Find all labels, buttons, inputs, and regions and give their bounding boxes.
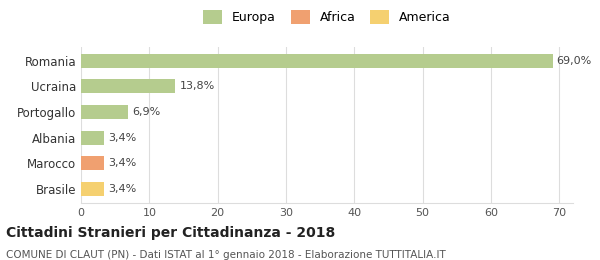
Text: Cittadini Stranieri per Cittadinanza - 2018: Cittadini Stranieri per Cittadinanza - 2… [6, 226, 335, 240]
Bar [81, 80, 175, 94]
Bar [81, 156, 104, 170]
Text: 3,4%: 3,4% [109, 133, 137, 142]
Bar [81, 131, 104, 145]
Text: COMUNE DI CLAUT (PN) - Dati ISTAT al 1° gennaio 2018 - Elaborazione TUTTITALIA.I: COMUNE DI CLAUT (PN) - Dati ISTAT al 1° … [6, 250, 446, 259]
Text: 6,9%: 6,9% [132, 107, 161, 117]
Text: 69,0%: 69,0% [557, 56, 592, 66]
Bar [81, 54, 553, 68]
Bar [81, 105, 128, 119]
Text: 3,4%: 3,4% [109, 158, 137, 168]
Legend: Europa, Africa, America: Europa, Africa, America [199, 6, 455, 28]
Text: 3,4%: 3,4% [109, 184, 137, 194]
Bar [81, 182, 104, 196]
Text: 13,8%: 13,8% [179, 81, 215, 92]
